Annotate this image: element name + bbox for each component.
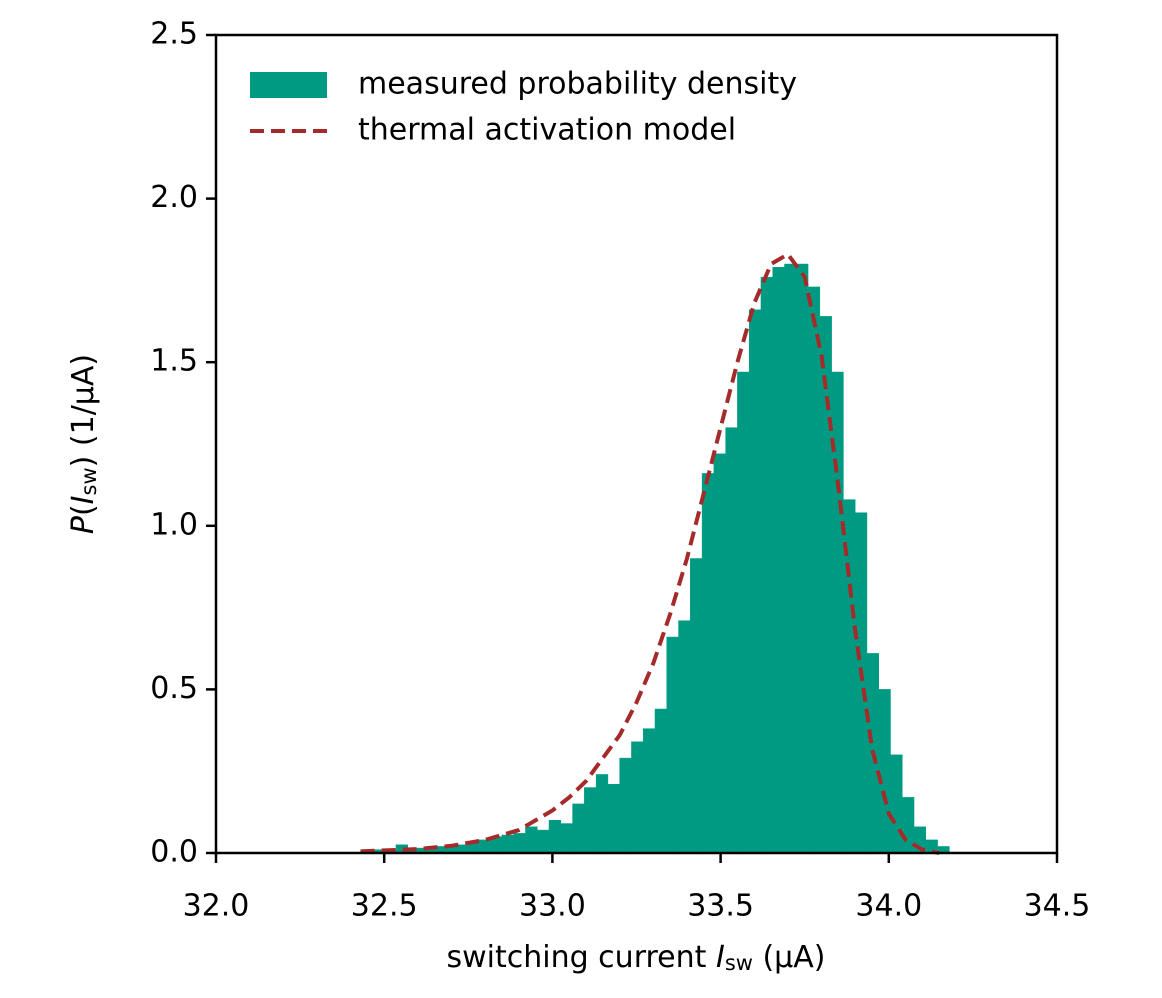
x-label-subscript: sw — [725, 951, 753, 975]
histogram-bar — [784, 263, 797, 854]
y-tick-label: 0.5 — [150, 671, 198, 706]
histogram-bar — [654, 708, 668, 854]
legend-label: measured probability density — [358, 67, 797, 102]
histogram-bar — [854, 512, 868, 854]
histogram-bar — [772, 267, 785, 854]
histogram-bar — [902, 797, 915, 854]
histogram-bar — [595, 774, 609, 854]
legend: measured probability density thermal acti… — [250, 67, 797, 148]
y-tick-label: 2.5 — [150, 17, 198, 52]
histogram-bar — [890, 754, 903, 854]
model-line — [360, 251, 940, 855]
y-label-current: I — [66, 495, 101, 504]
histogram-bar — [537, 829, 550, 854]
histogram-bar — [478, 839, 491, 854]
y-tick-label: 0.0 — [150, 835, 198, 870]
histogram-bar — [666, 636, 679, 854]
x-tick-label: 32.0 — [183, 889, 250, 924]
y-tick-label: 1.0 — [150, 507, 198, 542]
histogram-bar — [725, 427, 738, 854]
histogram-bar — [748, 309, 762, 854]
histogram-bar — [584, 787, 597, 854]
histogram-bar — [607, 784, 620, 854]
histogram-bar — [878, 689, 891, 854]
legend-label: thermal activation model — [358, 113, 736, 148]
x-axis-label: switching current Isw (μA) — [446, 940, 825, 976]
x-tick-label: 32.5 — [351, 889, 418, 924]
axes-frame — [214, 33, 1059, 855]
histogram-bar — [631, 741, 644, 854]
histogram-bar — [513, 833, 526, 854]
histogram-bar — [572, 803, 585, 854]
x-tick-label: 34.0 — [855, 889, 922, 924]
histogram-bar — [690, 558, 703, 854]
histogram-bar — [760, 276, 773, 854]
histogram-bar — [713, 453, 726, 854]
x-tick-label: 34.5 — [1024, 889, 1091, 924]
histogram-bar — [737, 371, 750, 854]
histogram-bar — [560, 823, 573, 854]
x-tick-label: 33.0 — [519, 889, 586, 924]
x-label-symbol: I — [716, 940, 725, 975]
y-tick-label: 1.5 — [150, 344, 198, 379]
x-tick-label: 33.5 — [687, 889, 754, 924]
histogram-bar — [807, 286, 821, 854]
legend-swatch — [250, 72, 327, 98]
histogram-bar — [796, 263, 809, 854]
histogram-bar — [525, 826, 538, 854]
x-label-text: switching current — [446, 940, 715, 975]
y-label-symbol: P — [66, 515, 101, 534]
y-label-subscript: sw — [77, 467, 101, 495]
histogram-bar — [678, 620, 691, 854]
histogram-bar — [642, 728, 656, 854]
x-label-unit: (μA) — [753, 940, 826, 975]
y-label-unit: ) (1/μA) — [66, 354, 101, 467]
histogram-bar — [619, 757, 632, 854]
y-axis-label: P(Isw) (1/μA) — [66, 354, 102, 534]
histogram-bar — [548, 820, 562, 854]
y-tick-label: 2.0 — [150, 180, 198, 215]
histogram-bar — [501, 834, 514, 854]
histogram-bar — [701, 473, 715, 854]
y-label-paren: ( — [66, 504, 101, 516]
plot-area — [360, 251, 950, 855]
